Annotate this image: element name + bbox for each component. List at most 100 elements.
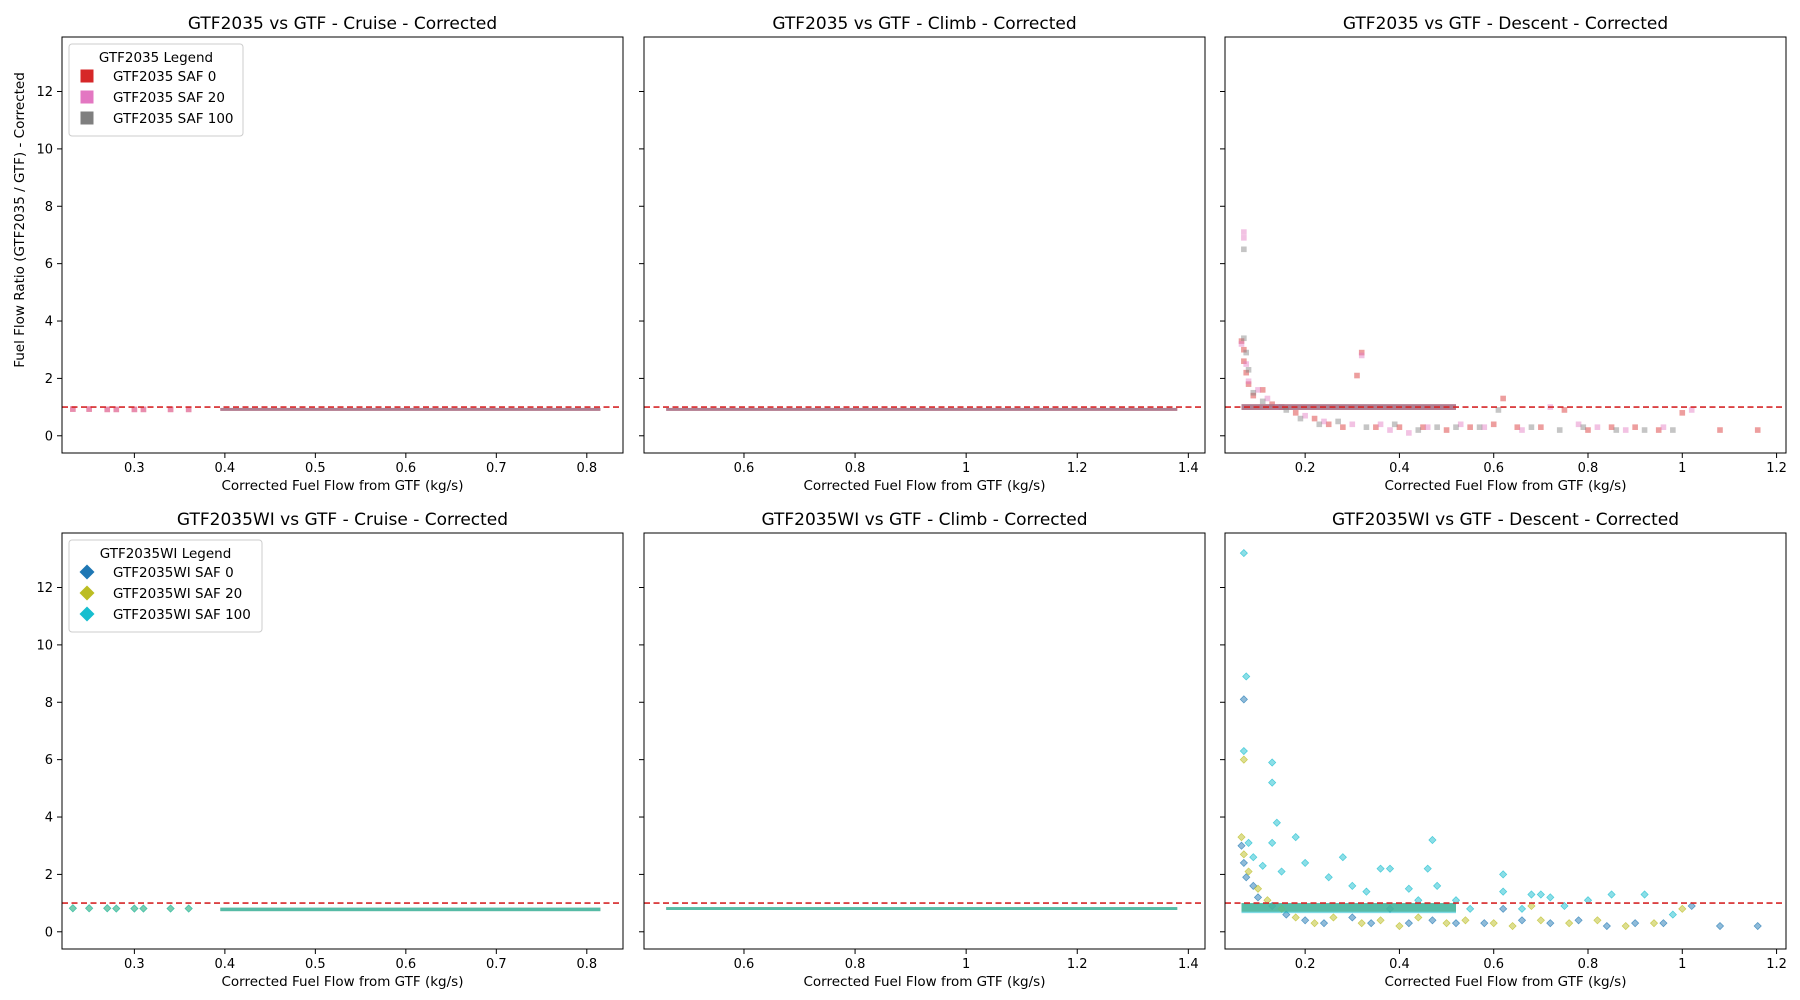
data-point [1363,424,1370,430]
data-point [1715,921,1725,931]
data-point [1391,421,1398,428]
data-point [1396,424,1403,430]
data-point [1241,358,1247,364]
data-point [1451,919,1461,928]
data-point [104,406,111,413]
legend-marker [79,564,95,580]
data-point [1335,418,1341,425]
legend-box [68,43,244,137]
data-point [1250,389,1257,396]
data-point [1556,427,1563,433]
y-tick-label: 12 [36,85,53,100]
data-point [1241,235,1247,241]
data-point [1319,919,1329,928]
y-tick-label: 0 [45,429,53,444]
data-point [1514,424,1521,430]
data-point [1241,246,1247,253]
data-point [1338,853,1347,862]
x-tick-label: 1.2 [1766,957,1787,972]
x-axis-label: Corrected Fuel Flow from GTF (kg/s) [1385,974,1627,990]
x-axis-label: Corrected Fuel Flow from GTF (kg/s) [222,974,464,990]
legend-title: GTF2035 Legend [99,50,213,66]
data-point [1387,427,1393,433]
legend-label: GTF2035 SAF 0 [113,69,216,85]
data-point [1679,410,1686,416]
data-point [1291,833,1300,842]
data-point [1349,421,1356,428]
data-point [1385,864,1395,873]
data-point [1670,427,1676,433]
data-point [1301,916,1310,925]
data-point [1608,424,1615,430]
data-point [1660,424,1667,430]
data-points [666,407,1178,411]
data-point [1241,229,1247,235]
data-point [1424,424,1431,430]
data-point [1238,341,1245,347]
data-point [1466,904,1475,913]
data-point [86,406,92,412]
legend-marker [79,585,95,601]
x-tick-label: 1.4 [1178,461,1199,476]
data-point [1467,424,1473,430]
data-point [1585,427,1591,433]
data-point [1362,887,1371,896]
data-points [1237,548,1762,931]
subplot-6: GTF2035WI vs GTF - Descent - Corrected 0.… [1220,510,1787,990]
legend-label: GTF2035WI SAF 20 [113,586,242,602]
data-point [103,904,112,913]
data-point [1428,835,1437,845]
data-point [1622,427,1629,433]
data-point [1242,672,1251,681]
point-cluster [1241,903,1456,914]
data-point [1324,873,1333,882]
data-point [70,406,76,412]
x-tick-label: 1.2 [1766,461,1787,476]
data-point [1508,921,1517,931]
data-point [1500,395,1506,402]
y-tick-label: 4 [45,315,53,330]
data-point [184,904,193,913]
point-cluster [220,907,601,912]
data-point [1239,858,1248,868]
data-point [1536,916,1545,925]
data-point [1241,346,1247,353]
data-points [68,904,601,913]
subplot-5: GTF2035WI vs GTF - Climb - Corrected 0.6 0… [639,510,1206,990]
x-axis-label: Corrected Fuel Flow from GTF (kg/s) [804,478,1046,494]
axes-frame [643,36,1206,454]
data-point [1593,916,1602,925]
y-tick-label: 2 [45,868,53,883]
x-tick-label: 0.8 [845,957,866,972]
data-point [1245,381,1252,387]
data-points [70,406,601,413]
data-point [1434,424,1440,430]
data-point [1348,913,1357,922]
data-point [1415,427,1422,433]
legend-label: GTF2035 SAF 20 [113,90,225,106]
data-point [1291,913,1300,922]
data-point [1632,424,1638,430]
subplot-3: GTF2035 vs GTF - Descent - Corrected 0.2 0… [1220,14,1787,494]
x-tick-label: 0.8 [1578,461,1599,476]
data-point [140,406,147,413]
data-point [1243,369,1250,376]
data-point [1253,893,1263,902]
data-point [1242,873,1251,882]
y-axis-label: Fuel Flow Ratio (GTF2035 / GTF) - Correc… [12,72,28,368]
data-point [1754,427,1761,433]
data-point [1237,841,1246,850]
plot-area [644,533,1205,949]
data-points [666,907,1178,910]
data-point [140,406,147,413]
data-point [1602,921,1611,931]
data-point [1561,407,1568,413]
data-point [1245,367,1252,373]
data-point [1264,395,1271,402]
data-point [185,406,192,413]
x-tick-label: 0.7 [486,461,507,476]
data-point [167,406,174,413]
data-point [86,406,92,412]
data-point [1574,916,1583,925]
data-point [113,406,120,413]
